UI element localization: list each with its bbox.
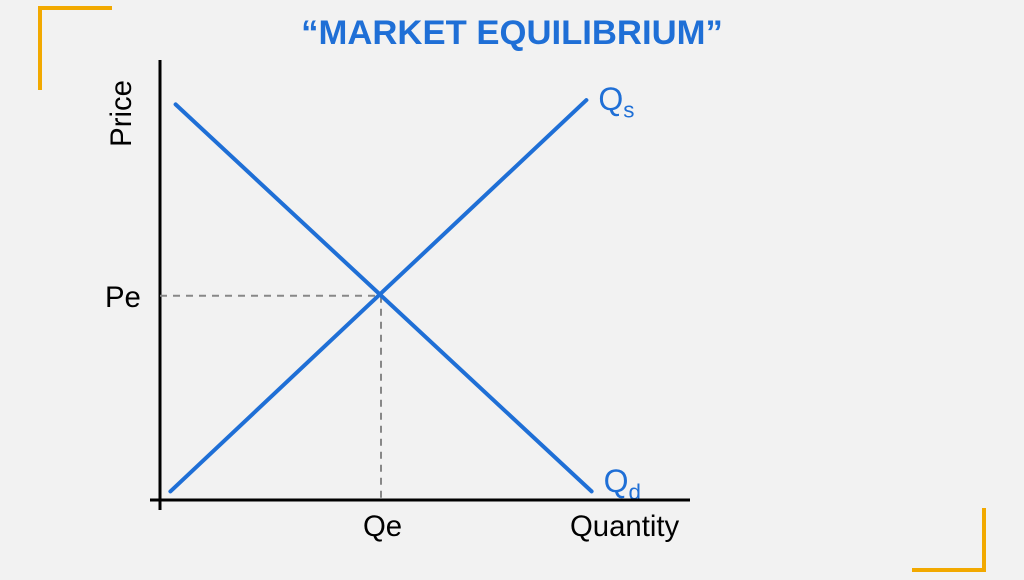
slide-title: “MARKET EQUILIBRIUM”: [0, 14, 1024, 53]
equilibrium-quantity-label: Qe: [363, 510, 402, 544]
corner-ornament-bottom-right: [912, 508, 986, 572]
x-axis-label: Quantity: [570, 510, 679, 544]
corner-ornament-top-left: [38, 6, 112, 90]
equilibrium-chart: [145, 55, 695, 515]
demand-curve: [176, 104, 592, 491]
slide-canvas: “MARKET EQUILIBRIUM” Price Quantity Pe Q…: [0, 0, 1024, 580]
y-axis-label: Price: [105, 80, 139, 147]
equilibrium-price-label: Pe: [105, 281, 141, 315]
